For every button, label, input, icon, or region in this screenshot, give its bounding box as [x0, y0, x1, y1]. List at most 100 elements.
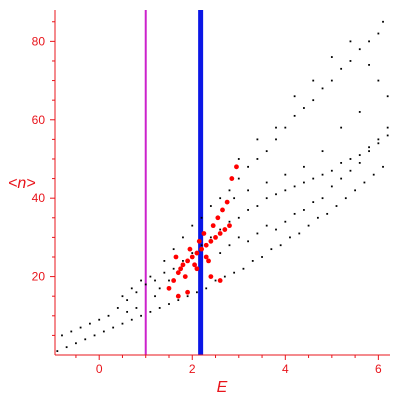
black-point-series: [56, 20, 389, 352]
data-point-black: [312, 177, 315, 180]
data-point-black: [247, 240, 249, 243]
data-point-red: [192, 262, 197, 268]
data-point-black: [377, 138, 380, 141]
data-point-black: [368, 150, 370, 153]
data-point-red: [222, 227, 228, 232]
data-point-black: [233, 197, 236, 200]
data-point-black: [93, 334, 96, 337]
data-point-black: [326, 212, 329, 215]
data-point-black: [65, 346, 68, 349]
data-point-black: [154, 279, 156, 282]
data-point-black: [340, 161, 343, 164]
data-point-black: [135, 307, 138, 309]
data-point-red: [173, 254, 179, 260]
data-point-black: [363, 181, 366, 184]
data-point-black: [284, 173, 287, 176]
data-point-black: [303, 165, 305, 168]
data-point-black: [247, 209, 249, 211]
data-point-red: [178, 266, 184, 272]
data-point-red: [217, 278, 223, 283]
data-point-red: [227, 223, 232, 229]
data-point-black: [88, 322, 91, 325]
x-tick-label: 2: [189, 362, 196, 376]
data-point-black: [377, 79, 380, 82]
data-point-black: [330, 169, 333, 172]
data-point-black: [168, 303, 170, 305]
data-point-black: [368, 63, 370, 66]
data-point-black: [293, 212, 296, 215]
data-point-black: [303, 107, 305, 109]
data-point-red: [175, 293, 181, 299]
x-tick-label: 6: [375, 362, 382, 376]
data-point-red: [199, 246, 204, 252]
data-point-black: [130, 318, 133, 321]
data-point-black: [177, 299, 180, 302]
tick-labels: 0 2 4 6 20 40 60 80: [32, 34, 382, 376]
y-axis-label: <n>: [8, 175, 36, 192]
data-point-black: [279, 244, 282, 247]
data-point-black: [358, 161, 361, 164]
data-point-black: [126, 299, 129, 302]
data-point-black: [172, 248, 175, 251]
data-point-black: [284, 126, 287, 129]
data-point-red: [217, 231, 223, 236]
data-point-black: [349, 169, 352, 172]
data-point-black: [237, 158, 240, 160]
data-point-black: [354, 189, 357, 192]
data-point-red: [166, 285, 172, 291]
data-point-black: [256, 158, 259, 160]
data-point-black: [233, 271, 236, 274]
data-point-black: [121, 295, 124, 298]
data-point-black: [293, 185, 296, 188]
data-point-black: [219, 197, 222, 200]
data-point-red: [203, 242, 209, 248]
data-point-black: [298, 232, 301, 235]
data-point-black: [247, 189, 249, 192]
data-point-black: [135, 291, 138, 294]
data-point-black: [303, 181, 305, 184]
data-point-black: [377, 32, 380, 35]
data-point-black: [284, 220, 287, 223]
data-point-black: [98, 318, 101, 321]
y-tick-label: 80: [32, 34, 46, 48]
data-point-black: [149, 310, 152, 313]
data-point-black: [158, 307, 161, 309]
data-point-red: [215, 215, 221, 221]
data-point-black: [149, 275, 152, 278]
data-point-black: [321, 150, 324, 153]
data-point-red: [182, 274, 188, 279]
data-point-black: [368, 40, 370, 43]
data-point-red: [208, 238, 214, 244]
data-point-red: [194, 266, 200, 272]
data-point-black: [349, 60, 352, 62]
axes: [54, 10, 390, 356]
data-point-black: [340, 177, 343, 180]
data-point-black: [284, 189, 287, 192]
data-point-black: [358, 48, 361, 51]
data-point-black: [200, 216, 203, 219]
data-point-black: [265, 150, 268, 153]
y-tick-label: 20: [32, 270, 46, 284]
data-point-black: [168, 279, 170, 282]
data-point-black: [191, 224, 194, 227]
data-point-black: [102, 330, 105, 333]
data-point-black: [335, 205, 338, 207]
data-point-black: [270, 248, 273, 251]
data-point-black: [307, 224, 310, 227]
data-point-black: [196, 291, 198, 294]
data-point-black: [228, 244, 231, 247]
data-point-black: [182, 260, 184, 262]
data-point-black: [340, 126, 343, 129]
data-point-black: [312, 99, 315, 102]
data-point-black: [377, 142, 380, 145]
data-point-red: [220, 207, 225, 213]
data-point-red: [185, 289, 191, 295]
data-point-black: [321, 197, 324, 200]
data-point-black: [205, 287, 208, 290]
data-point-black: [316, 216, 319, 219]
data-point-red: [208, 274, 214, 279]
data-point-red: [234, 164, 239, 170]
data-point-black: [358, 154, 361, 156]
data-point-black: [107, 314, 110, 317]
data-point-black: [321, 87, 324, 90]
